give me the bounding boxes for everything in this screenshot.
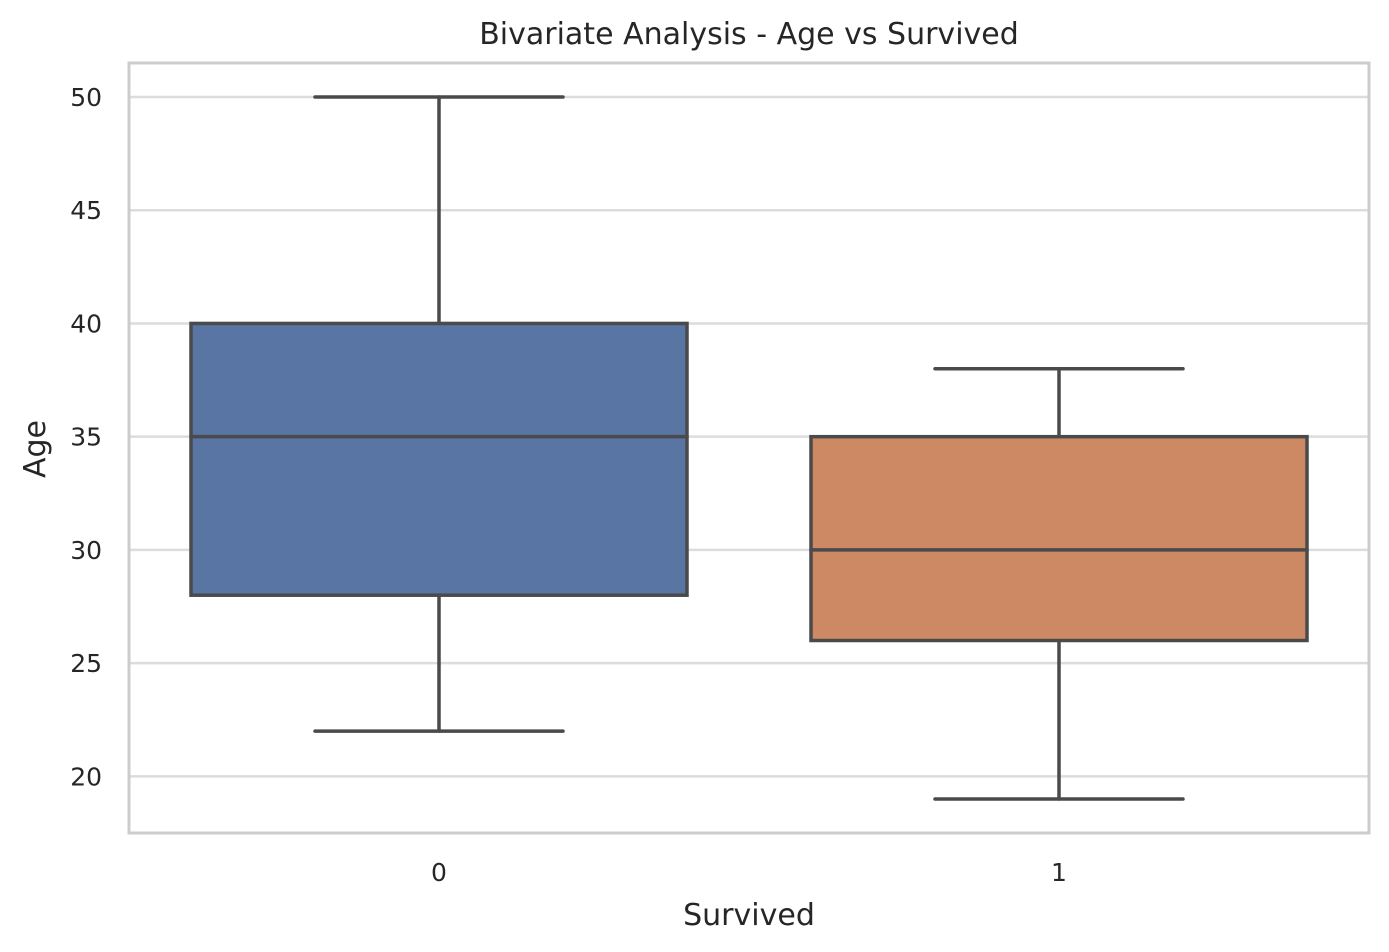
x-tick-label: 1 [1051,858,1067,887]
y-tick-label: 40 [70,309,102,338]
y-tick-label: 20 [70,762,102,791]
plot-frame [127,61,1371,835]
x-tick-label: 0 [431,858,447,887]
y-axis-label: Age [18,420,53,478]
iqr-box [809,434,1309,643]
box-series [189,95,1309,801]
y-tick-label: 30 [70,536,102,565]
y-tick-label: 25 [70,649,102,678]
y-tick-label: 45 [70,196,102,225]
y-tick-label: 50 [70,83,102,112]
box-group-0 [189,95,689,733]
chart-title: Bivariate Analysis - Age vs Survived [479,17,1019,52]
box-group-1 [809,366,1309,801]
x-axis-label: Survived [683,898,815,933]
y-tick-label: 35 [70,423,102,452]
y-axis-ticks: 20 25 30 35 40 45 50 [70,83,102,791]
iqr-box [189,321,689,597]
